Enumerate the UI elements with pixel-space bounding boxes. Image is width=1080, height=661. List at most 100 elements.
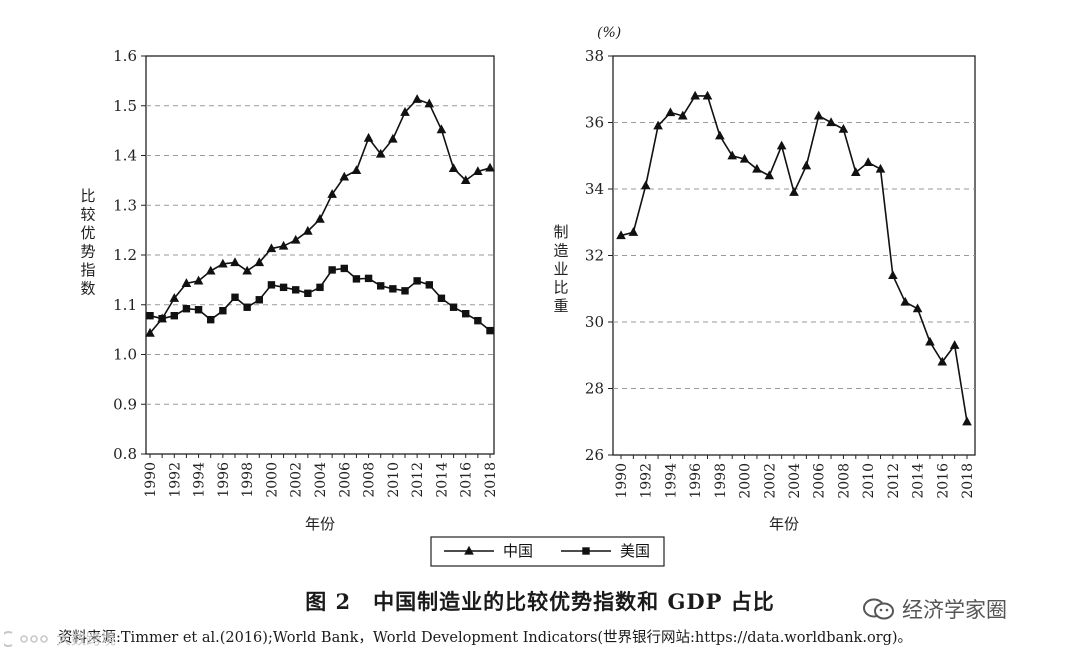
data-point (448, 163, 459, 173)
y-tick-label: 38 (585, 47, 604, 65)
series-line-中国 (620, 95, 968, 422)
data-point (690, 90, 700, 100)
data-point (485, 162, 495, 172)
data-point (266, 243, 277, 253)
x-tick-label: 1996 (688, 463, 704, 499)
data-point (327, 189, 337, 198)
data-point (838, 123, 849, 133)
data-point (912, 303, 923, 313)
data-point (863, 157, 873, 166)
watermark-left-text: 大数跨境 (56, 630, 117, 648)
chart-left: 0.8 0.9 1.0 1.1 1.2 1.3 1.4 1.5 1.6 1990 1992 1994… (80, 47, 499, 533)
data-point (243, 303, 251, 311)
data-point (401, 287, 409, 295)
legend-label: 中国 (503, 542, 533, 560)
x-tick-label: 1998 (240, 462, 256, 498)
x-tick-label: 1990 (614, 463, 630, 499)
legend: 中国 美国 (430, 536, 665, 567)
data-point (962, 416, 972, 426)
data-point (231, 293, 239, 301)
x-tick-label: 2004 (787, 463, 803, 499)
x-tick-label: 1998 (713, 463, 729, 499)
data-point (449, 303, 458, 311)
y-axis-label-left: 比较优势指数 (80, 187, 95, 298)
data-point (158, 314, 166, 323)
data-point (462, 310, 470, 318)
data-point (776, 140, 787, 150)
data-point (437, 294, 446, 302)
data-point (412, 94, 422, 103)
data-point (193, 275, 204, 285)
x-tick-label: 2008 (362, 462, 378, 498)
x-tick-label: 1994 (192, 462, 208, 498)
data-point (789, 187, 799, 196)
data-point (340, 264, 348, 273)
data-point (207, 315, 215, 324)
y-tick-label: 1.0 (113, 346, 137, 364)
y-tick-label: 32 (585, 247, 604, 265)
x-tick-label: 1990 (143, 462, 159, 498)
x-tick-label: 2006 (812, 463, 828, 499)
legend-marker (464, 545, 474, 555)
y-unit-label: (%) (597, 25, 621, 41)
data-point (219, 307, 227, 315)
data-point (875, 163, 886, 173)
data-point (279, 283, 288, 292)
data-point (181, 278, 192, 287)
data-point (653, 120, 663, 130)
data-point (677, 110, 688, 120)
y-tick-label: 1.3 (113, 196, 137, 214)
x-tick-label: 2012 (886, 463, 902, 499)
data-point (363, 132, 374, 142)
data-point (888, 270, 898, 280)
y-tick-label: 1.6 (113, 47, 137, 65)
x-tick-label: 2002 (762, 463, 778, 499)
x-tick-label: 2014 (434, 462, 450, 498)
data-point (702, 90, 713, 100)
data-point (364, 274, 373, 283)
data-point (205, 265, 216, 275)
figure-caption: 图 2 中国制造业的比较优势指数和 GDP 占比 (305, 589, 775, 614)
data-point (388, 133, 398, 143)
y-axis-label-right: 制造业比重 (553, 223, 568, 315)
x-tick-label: 2010 (861, 463, 877, 499)
y-tick-label: 30 (585, 313, 604, 331)
chart-right: 26 28 30 32 34 36 38 1990 1992 1994 1996 1998 2000 2… (553, 25, 976, 533)
x-axis-label-right: 年份 (769, 515, 799, 533)
data-point (801, 160, 812, 170)
x-tick-label: 2014 (911, 463, 927, 499)
data-point (424, 98, 435, 108)
data-point (486, 326, 494, 335)
data-point (436, 124, 447, 134)
data-point (413, 277, 421, 285)
legend-item: 中国 (444, 542, 533, 560)
data-point (315, 213, 325, 223)
watermark-left: 大数跨境 (4, 628, 116, 649)
legend-item: 美国 (561, 542, 650, 560)
x-tick-label: 1996 (216, 462, 232, 498)
data-point (739, 153, 750, 163)
y-tick-label: 1.2 (113, 246, 137, 264)
y-tick-label: 1.5 (113, 97, 137, 115)
y-tick-label: 28 (585, 380, 604, 398)
data-point (170, 311, 178, 320)
x-tick-label: 1994 (663, 463, 679, 499)
data-point (267, 281, 276, 289)
data-point (826, 117, 836, 127)
data-point (303, 225, 313, 235)
x-tick-label: 1992 (639, 463, 655, 499)
legend-label: 美国 (620, 542, 650, 560)
data-point (375, 148, 386, 158)
watermark-left-icon (4, 630, 48, 647)
data-point (242, 265, 252, 275)
data-point (616, 230, 626, 240)
data-point (278, 240, 289, 250)
x-tick-label: 2018 (483, 462, 499, 498)
data-point (169, 293, 180, 302)
data-point (292, 286, 300, 294)
y-tick-label: 0.9 (113, 395, 137, 413)
x-tick-label: 2008 (836, 463, 852, 499)
data-point (460, 175, 471, 184)
data-point (304, 289, 312, 298)
